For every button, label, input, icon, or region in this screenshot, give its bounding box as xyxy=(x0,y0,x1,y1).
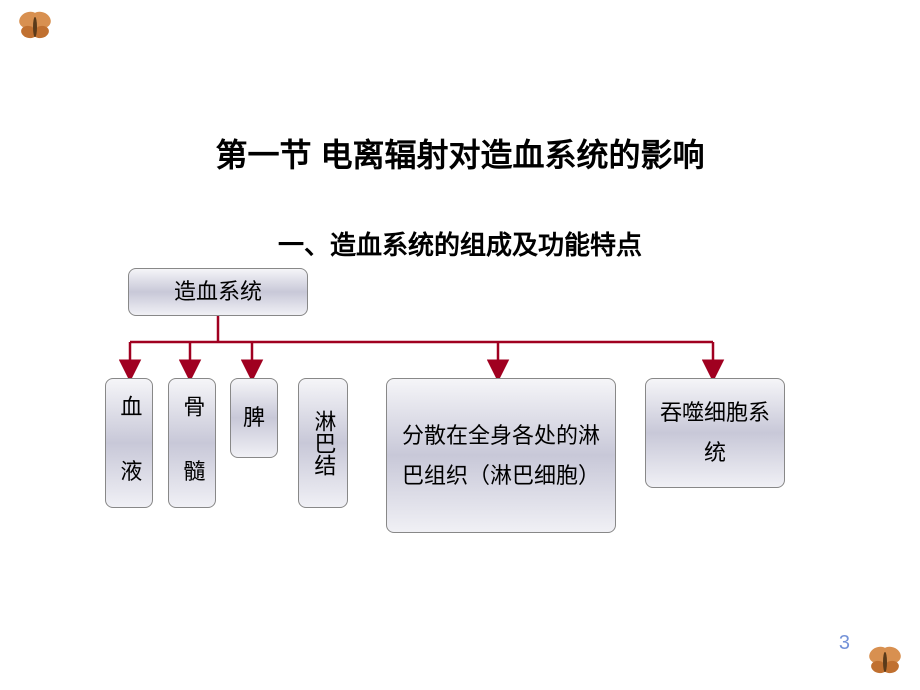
leaf-label: 分散在全身各处的淋巴组织（淋巴细胞） xyxy=(397,416,605,495)
diagram-leaf-lymphnode: 淋巴结 xyxy=(298,378,348,508)
diagram-leaf-blood: 血 液 xyxy=(105,378,153,508)
diagram-connectors xyxy=(0,0,920,690)
leaf-label: 骨 髓 xyxy=(177,395,208,490)
butterfly-decoration-bottom-right xyxy=(865,645,905,680)
leaf-label: 淋巴结 xyxy=(308,410,339,476)
page-number: 3 xyxy=(839,632,850,655)
diagram-leaf-lymphtissue: 分散在全身各处的淋巴组织（淋巴细胞） xyxy=(386,378,616,533)
leaf-label: 脾 xyxy=(243,403,265,434)
butterfly-decoration-top-left xyxy=(15,10,55,45)
diagram-leaf-spleen: 脾 xyxy=(230,378,278,458)
diagram-root-node: 造血系统 xyxy=(128,268,308,316)
leaf-label: 吞噬细胞系统 xyxy=(656,393,774,472)
root-label: 造血系统 xyxy=(174,277,262,308)
diagram-leaf-phagocyte: 吞噬细胞系统 xyxy=(645,378,785,488)
leaf-label: 血 液 xyxy=(114,395,145,490)
diagram-leaf-marrow: 骨 髓 xyxy=(168,378,216,508)
slide-title: 第一节 电离辐射对造血系统的影响 xyxy=(0,130,920,176)
slide-subtitle: 一、造血系统的组成及功能特点 xyxy=(0,225,920,262)
